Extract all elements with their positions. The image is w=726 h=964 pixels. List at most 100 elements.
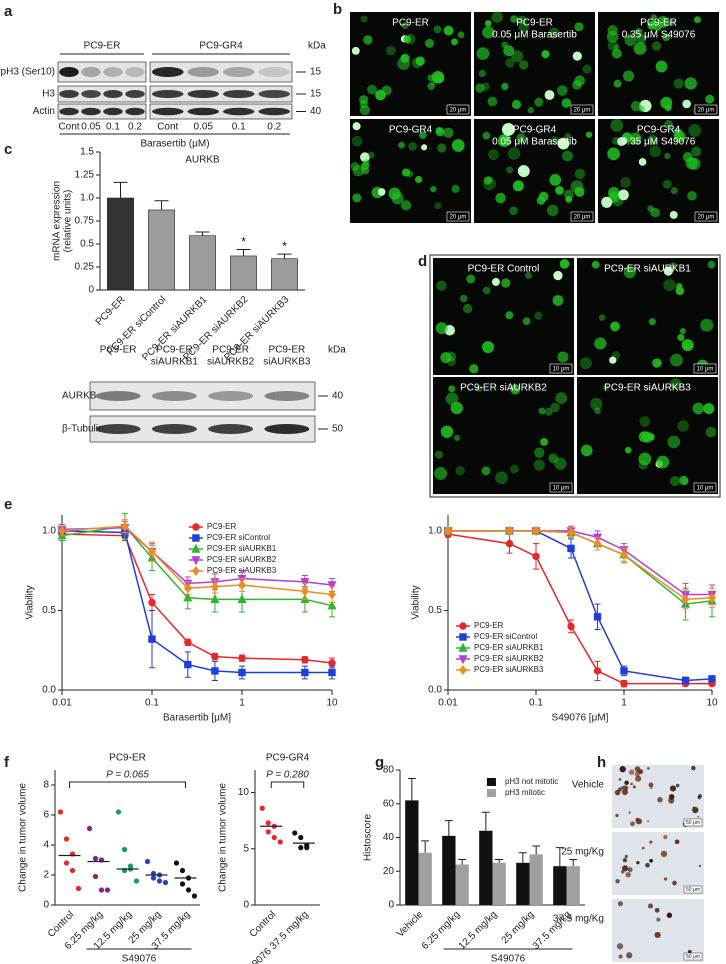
point <box>567 622 575 631</box>
stained-cell <box>698 864 701 867</box>
nucleus <box>510 15 518 23</box>
stained-cell <box>648 782 654 788</box>
point <box>298 834 304 841</box>
panel-label: b <box>333 1 342 18</box>
point <box>184 660 192 669</box>
error-bar <box>421 840 430 853</box>
blot-band <box>103 107 123 116</box>
stained-cell <box>641 846 645 850</box>
y-tick-label: 1.5 <box>80 147 94 158</box>
nucleus <box>648 318 656 326</box>
nucleus <box>509 206 518 216</box>
nucleus <box>677 333 685 342</box>
bar <box>230 255 257 291</box>
nucleus <box>534 311 543 320</box>
nucleus <box>534 97 544 107</box>
y-tick-label: 0.5 <box>42 605 56 616</box>
nucleus <box>507 147 521 160</box>
stained-cell <box>669 785 677 792</box>
nucleus <box>430 186 437 193</box>
y-tick-label: 0 <box>88 285 94 296</box>
point <box>192 565 200 577</box>
point <box>265 820 271 826</box>
x-tick-label: Vehicle <box>395 909 426 940</box>
point <box>505 539 514 548</box>
lane-label: 0.1 <box>106 122 120 133</box>
stained-cell <box>630 821 635 827</box>
nucleus <box>540 438 549 446</box>
legend-label: PC9-ER siAURKB2 <box>474 654 544 663</box>
nucleus <box>675 283 683 290</box>
point <box>63 860 70 866</box>
nucleus <box>549 174 562 186</box>
point <box>708 675 716 683</box>
nucleus <box>613 44 620 51</box>
micrograph-label: PC9-ER <box>516 18 553 29</box>
micrograph-label: PC9-ER siAURKB3 <box>604 383 691 394</box>
nucleus <box>703 403 715 415</box>
micrograph-label: PC9-ER siAURKB1 <box>604 264 691 275</box>
blot-band <box>151 67 184 77</box>
scale-box <box>570 104 594 115</box>
stained-cell <box>617 901 624 907</box>
stained-cell <box>660 850 668 858</box>
nucleus <box>679 475 689 485</box>
panel-label: f <box>4 754 10 771</box>
y-tick-label: 40 <box>383 832 395 843</box>
stained-cell <box>636 861 640 865</box>
stained-cell <box>632 785 636 789</box>
scale-label: 50 μm <box>686 820 700 826</box>
stained-cell <box>656 917 661 922</box>
panel-label: h <box>597 754 606 771</box>
point <box>593 613 602 621</box>
ihc-label: Vehicle <box>572 780 605 791</box>
lane-label: 0.05 <box>194 122 214 133</box>
panel-label: d <box>418 253 427 270</box>
nucleus <box>691 146 702 157</box>
blot-band <box>264 424 310 434</box>
point <box>75 885 82 892</box>
nucleus <box>681 339 694 352</box>
point <box>179 881 186 887</box>
chart-title: PC9-ER <box>109 753 146 764</box>
stained-cell <box>645 862 650 868</box>
stained-cell <box>618 954 623 959</box>
bar <box>405 800 419 905</box>
lane-label: PC9-ER <box>100 345 137 356</box>
significance-marker: * <box>241 234 246 249</box>
nucleus <box>650 14 657 21</box>
micrograph <box>598 119 719 223</box>
scale-box <box>446 211 470 222</box>
blot-group-label: PC9-ER <box>84 41 121 52</box>
nucleus <box>481 82 490 91</box>
nucleus <box>457 31 465 39</box>
stained-cell <box>616 943 624 950</box>
bar <box>148 209 175 291</box>
point <box>173 860 180 866</box>
blot-band <box>258 67 291 77</box>
lane-label: Cont <box>58 122 79 133</box>
stained-cell <box>647 903 654 909</box>
micrograph-label: 0.05 μM Barasertib <box>492 30 577 41</box>
nucleus <box>363 35 373 45</box>
point <box>121 521 129 532</box>
nucleus <box>548 27 560 39</box>
nucleus <box>434 467 448 480</box>
bar <box>566 866 580 905</box>
nucleus <box>534 447 545 458</box>
nucleus <box>607 147 620 161</box>
bar <box>107 197 134 291</box>
y-tick-label: 8 <box>43 780 49 791</box>
micrograph <box>433 258 574 375</box>
point <box>115 809 122 815</box>
blot-band <box>103 90 123 98</box>
error-bar <box>458 858 467 865</box>
stained-cell <box>697 815 700 818</box>
series-line <box>61 530 332 674</box>
nucleus <box>484 20 492 27</box>
nucleus <box>482 286 491 295</box>
nucleus <box>688 124 702 137</box>
y-tick-label: 0.5 <box>80 239 94 250</box>
blot-band <box>187 90 220 98</box>
point <box>156 878 163 884</box>
